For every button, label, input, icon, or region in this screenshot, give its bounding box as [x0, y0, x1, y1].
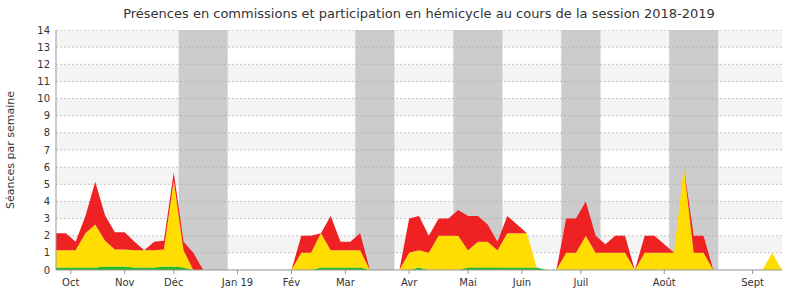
- x-axis-line: [56, 270, 782, 271]
- x-tick-label: Jan 19: [221, 277, 253, 288]
- y-tick-label: 3: [44, 213, 50, 224]
- plot-area: [56, 30, 782, 270]
- x-tick-label: Sept: [741, 277, 764, 288]
- y-tick-label: 14: [37, 25, 50, 36]
- area: [56, 167, 782, 270]
- grid-line: [56, 270, 782, 271]
- x-tick-label: Juin: [512, 277, 531, 288]
- y-tick-label: 2: [44, 230, 50, 241]
- x-tick: [468, 270, 469, 274]
- grid-line: [56, 64, 782, 65]
- y-axis-line: [56, 30, 57, 270]
- title: Présences en commissions et participatio…: [123, 6, 715, 21]
- grid-line: [56, 30, 782, 31]
- x-tick-label: Juil: [572, 277, 588, 288]
- grid-line: [56, 201, 782, 202]
- grid-line: [56, 98, 782, 99]
- x-tick: [291, 270, 292, 274]
- x-tick-label: Oct: [62, 277, 79, 288]
- x-tick-label: Fév: [283, 277, 300, 288]
- x-tick-label: Nov: [115, 277, 135, 288]
- grid-line: [56, 81, 782, 82]
- y-tick-label: 7: [44, 145, 50, 156]
- x-tick: [664, 270, 665, 274]
- y-tick-label: 11: [37, 76, 50, 87]
- y-tick-label: 6: [44, 162, 50, 173]
- grid-line: [56, 132, 782, 133]
- y-tick-label: 12: [37, 59, 50, 70]
- grid-line: [56, 184, 782, 185]
- x-tick-label: Mar: [336, 277, 356, 288]
- x-tick: [237, 270, 238, 274]
- grid-line: [56, 167, 782, 168]
- y-tick-label: 4: [44, 196, 50, 207]
- x-tick-label: Avr: [401, 277, 418, 288]
- y-tick-label: 0: [44, 265, 50, 276]
- y-tick-label: 8: [44, 127, 50, 138]
- x-tick: [70, 270, 71, 274]
- grid-line: [56, 47, 782, 48]
- y-tick-label: 10: [37, 93, 50, 104]
- grid-line: [56, 115, 782, 116]
- x-tick-label: Août: [653, 277, 676, 288]
- x-tick: [173, 270, 174, 274]
- chart: Présences en commissions et participatio…: [0, 0, 800, 300]
- y-tick-label: 5: [44, 179, 50, 190]
- y-tick-label: 13: [37, 42, 50, 53]
- y-axis-label: Séances par semaine: [4, 91, 17, 209]
- y-tick-label: 1: [44, 247, 50, 258]
- area: [56, 167, 782, 270]
- x-tick-label: Mai: [459, 277, 477, 288]
- x-tick: [345, 270, 346, 274]
- x-tick-label: Déc: [164, 277, 183, 288]
- x-tick: [124, 270, 125, 274]
- x-tick: [409, 270, 410, 274]
- x-tick: [752, 270, 753, 274]
- x-tick: [522, 270, 523, 274]
- grid-line: [56, 150, 782, 151]
- y-tick-label: 9: [44, 110, 50, 121]
- x-tick: [580, 270, 581, 274]
